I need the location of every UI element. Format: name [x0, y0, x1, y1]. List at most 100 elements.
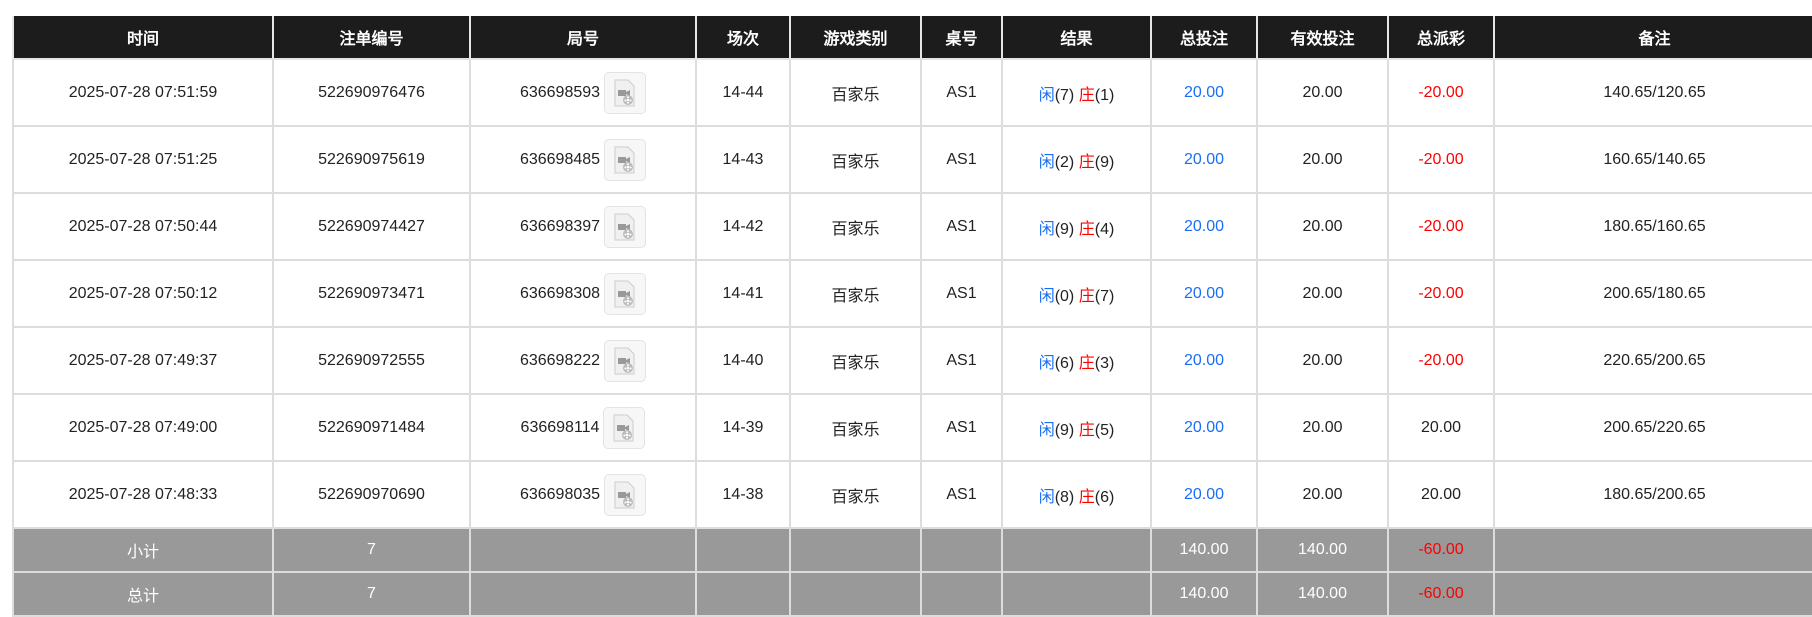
- time-cell: 2025-07-28 07:50:12: [12, 259, 274, 328]
- header-time: 时间: [12, 16, 274, 60]
- payout-cell: -20.00: [1387, 192, 1495, 261]
- table-row: 2025-07-28 07:51:59 522690976476 6366985…: [12, 58, 1812, 127]
- note-cell: 200.65/180.65: [1493, 259, 1812, 328]
- video-file-icon[interactable]: [604, 473, 647, 516]
- valid-bet-cell: 20.00: [1256, 192, 1389, 261]
- bet-id-cell: 522690971484: [272, 393, 471, 462]
- summary-valid-bet: 140.00: [1256, 527, 1389, 573]
- player-label: 闲: [1038, 86, 1055, 104]
- player-score: (9): [1054, 220, 1075, 238]
- round-number: 636698593: [519, 83, 601, 101]
- video-file-icon[interactable]: [604, 138, 647, 181]
- game-type-cell: 百家乐: [789, 460, 922, 529]
- session-cell: 14-43: [695, 125, 791, 194]
- game-type-cell: 百家乐: [789, 58, 922, 127]
- total-bet-cell: 20.00: [1150, 393, 1258, 462]
- time-cell: 2025-07-28 07:48:33: [12, 460, 274, 529]
- header-note: 备注: [1493, 16, 1812, 60]
- player-label: 闲: [1038, 421, 1055, 439]
- empty-cell: [920, 571, 1003, 617]
- summary-valid-bet: 140.00: [1256, 571, 1389, 617]
- valid-bet-cell: 20.00: [1256, 393, 1389, 462]
- game-type-cell: 百家乐: [789, 326, 922, 395]
- session-cell: 14-40: [695, 326, 791, 395]
- table-row: 2025-07-28 07:51:25 522690975619 6366984…: [12, 125, 1812, 194]
- game-type-cell: 百家乐: [789, 192, 922, 261]
- valid-bet-cell: 20.00: [1256, 125, 1389, 194]
- summary-row: 总计 7 140.00 140.00 -60.00: [12, 571, 1812, 617]
- summary-payout: -60.00: [1387, 571, 1495, 617]
- summary-total-bet: 140.00: [1150, 571, 1258, 617]
- result-cell: 闲(2) 庄(9): [1001, 125, 1152, 194]
- round-number: 636698222: [519, 351, 601, 369]
- empty-cell: [469, 571, 697, 617]
- summary-label: 小计: [12, 527, 274, 573]
- video-file-icon[interactable]: [604, 71, 647, 114]
- player-label: 闲: [1038, 488, 1055, 506]
- note-cell: 180.65/160.65: [1493, 192, 1812, 261]
- empty-cell: [1493, 527, 1812, 573]
- time-cell: 2025-07-28 07:50:44: [12, 192, 274, 261]
- valid-bet-cell: 20.00: [1256, 460, 1389, 529]
- note-cell: 140.65/120.65: [1493, 58, 1812, 127]
- banker-score: (5): [1094, 421, 1115, 439]
- total-bet-cell: 20.00: [1150, 125, 1258, 194]
- bet-records-table: 时间 注单编号 局号 场次 游戏类别 桌号 结果 总投注 有效投注 总派彩 备注 2025-07-2…: [12, 16, 1812, 617]
- note-cell: 220.65/200.65: [1493, 326, 1812, 395]
- valid-bet-cell: 20.00: [1256, 259, 1389, 328]
- header-bet-id: 注单编号: [272, 16, 471, 60]
- banker-label: 庄: [1078, 287, 1095, 305]
- session-cell: 14-39: [695, 393, 791, 462]
- payout-cell: 20.00: [1387, 393, 1495, 462]
- header-total-payout: 总派彩: [1387, 16, 1495, 60]
- header-total-bet: 总投注: [1150, 16, 1258, 60]
- summary-count: 7: [272, 571, 471, 617]
- banker-score: (7): [1094, 287, 1115, 305]
- banker-label: 庄: [1078, 153, 1095, 171]
- banker-score: (9): [1094, 153, 1115, 171]
- empty-cell: [789, 571, 922, 617]
- round-cell: 636698308: [469, 259, 697, 328]
- bet-id-cell: 522690970690: [272, 460, 471, 529]
- round-number: 636698114: [520, 418, 600, 436]
- banker-label: 庄: [1078, 354, 1095, 372]
- banker-label: 庄: [1078, 86, 1095, 104]
- bet-id-cell: 522690972555: [272, 326, 471, 395]
- table-no-cell: AS1: [920, 58, 1003, 127]
- player-label: 闲: [1038, 153, 1055, 171]
- note-cell: 160.65/140.65: [1493, 125, 1812, 194]
- player-label: 闲: [1038, 354, 1055, 372]
- round-cell: 636698222: [469, 326, 697, 395]
- table-no-cell: AS1: [920, 393, 1003, 462]
- table-no-cell: AS1: [920, 259, 1003, 328]
- table-row: 2025-07-28 07:49:37 522690972555 6366982…: [12, 326, 1812, 395]
- session-cell: 14-42: [695, 192, 791, 261]
- table-row: 2025-07-28 07:49:00 522690971484 6366981…: [12, 393, 1812, 462]
- summary-count: 7: [272, 527, 471, 573]
- time-cell: 2025-07-28 07:49:00: [12, 393, 274, 462]
- round-number: 636698397: [519, 217, 601, 235]
- header-game-type: 游戏类别: [789, 16, 922, 60]
- header-session: 场次: [695, 16, 791, 60]
- empty-cell: [1493, 571, 1812, 617]
- round-cell: 636698485: [469, 125, 697, 194]
- total-bet-cell: 20.00: [1150, 460, 1258, 529]
- banker-label: 庄: [1078, 488, 1095, 506]
- time-cell: 2025-07-28 07:51:59: [12, 58, 274, 127]
- summary-total-bet: 140.00: [1150, 527, 1258, 573]
- header-table-no: 桌号: [920, 16, 1003, 60]
- video-file-icon[interactable]: [604, 205, 647, 248]
- video-file-icon[interactable]: [604, 272, 647, 315]
- header-round: 局号: [469, 16, 697, 60]
- game-type-cell: 百家乐: [789, 125, 922, 194]
- time-cell: 2025-07-28 07:51:25: [12, 125, 274, 194]
- result-cell: 闲(7) 庄(1): [1001, 58, 1152, 127]
- player-score: (0): [1054, 287, 1075, 305]
- round-cell: 636698397: [469, 192, 697, 261]
- round-cell: 636698593: [469, 58, 697, 127]
- video-file-icon[interactable]: [604, 339, 647, 382]
- video-file-icon[interactable]: [603, 406, 646, 449]
- player-label: 闲: [1038, 287, 1055, 305]
- table-no-cell: AS1: [920, 192, 1003, 261]
- round-cell: 636698035: [469, 460, 697, 529]
